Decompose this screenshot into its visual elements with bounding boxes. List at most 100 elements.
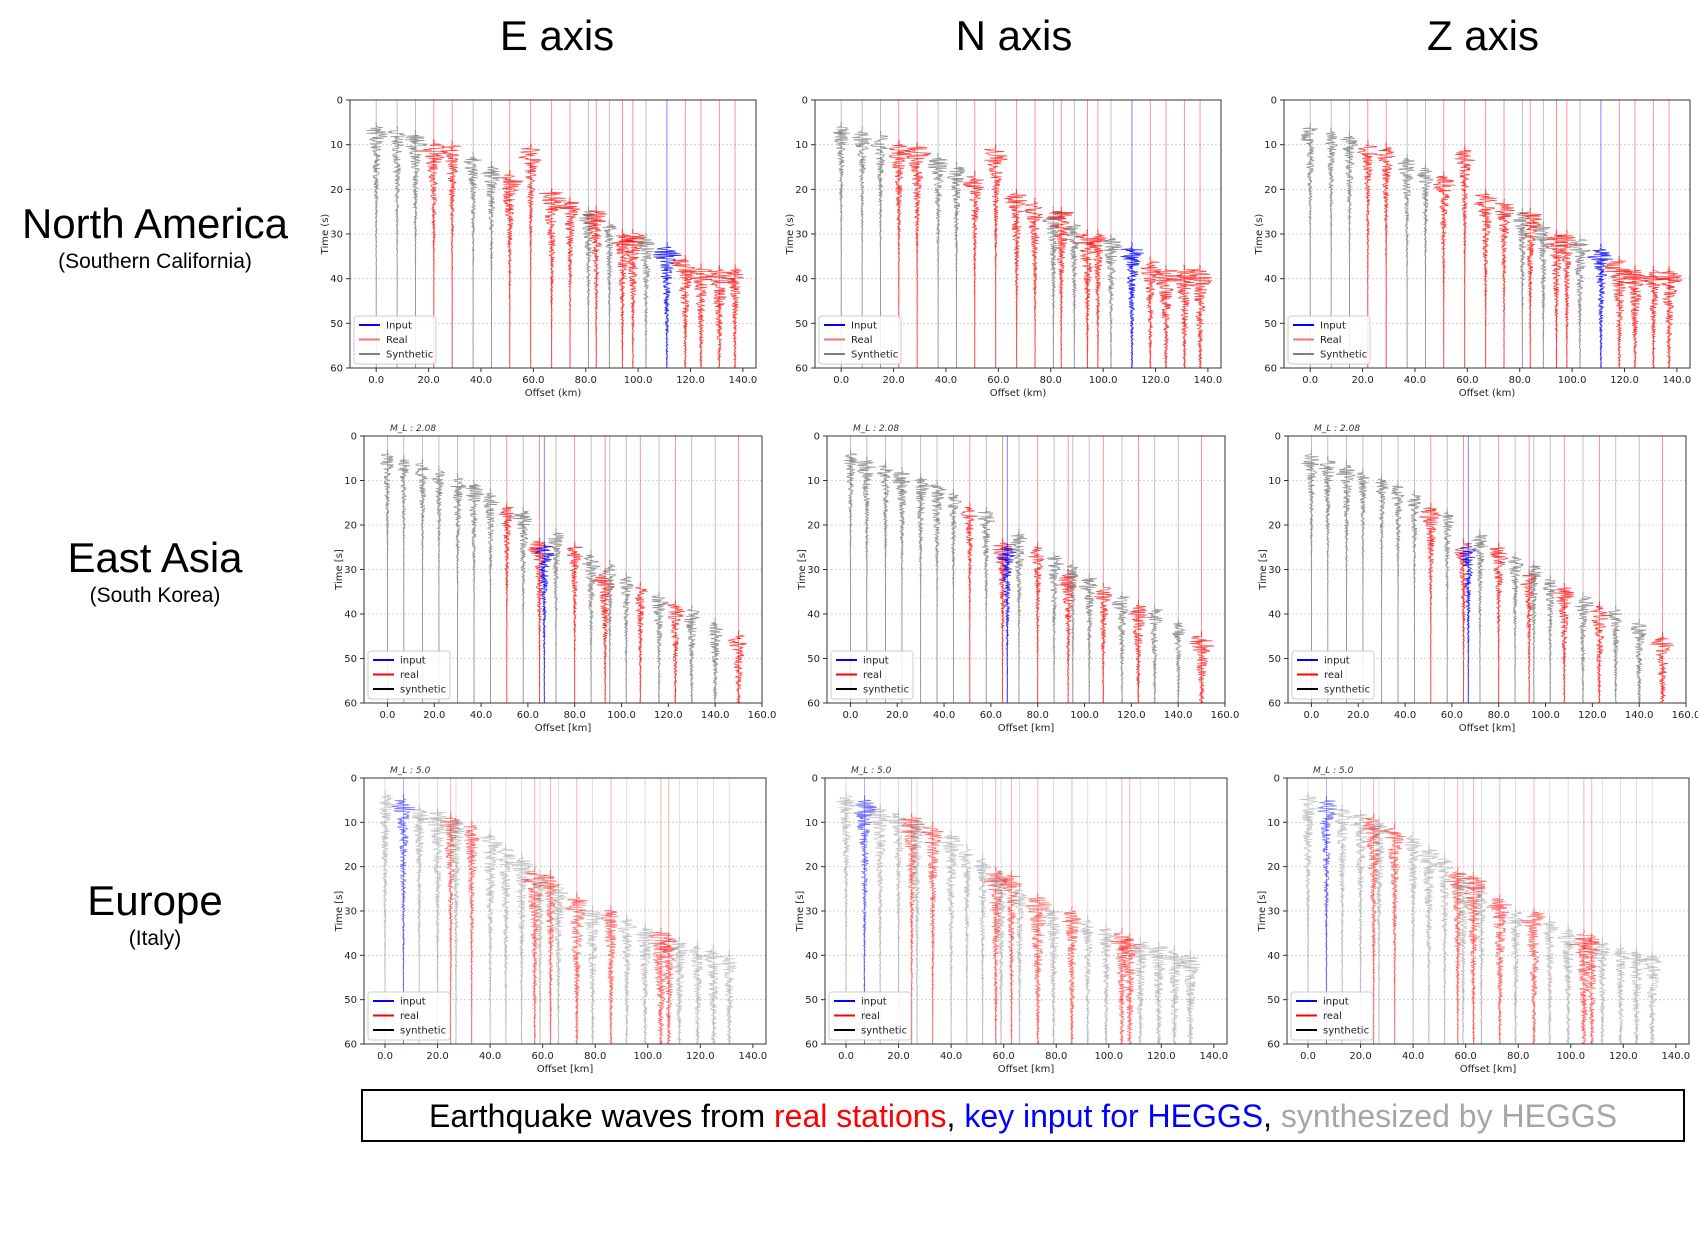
- trace-synthetic: [602, 219, 618, 368]
- magnitude-annotation: M_L : 2.08: [1314, 424, 1360, 434]
- trace-real: [617, 228, 646, 368]
- x-tick-label: 140.0: [1662, 1051, 1691, 1062]
- trace-real: [1486, 893, 1513, 1044]
- trace-real: [1446, 866, 1470, 1044]
- trace-real: [634, 581, 648, 703]
- magnitude-annotation: M_L : 5.0: [390, 766, 431, 776]
- trace-real: [984, 144, 1008, 368]
- y-tick-label: 30: [807, 565, 820, 576]
- trace-real: [1580, 933, 1601, 1044]
- x-axis-label: Offset [km]: [1460, 1064, 1517, 1075]
- trace-real: [1650, 632, 1675, 703]
- trace-synthetic: [1397, 153, 1416, 368]
- trace-input: [534, 541, 555, 703]
- row-subtitle: (South Korea): [89, 584, 221, 607]
- traces: [1298, 778, 1663, 1044]
- trace-synthetic: [1450, 871, 1474, 1044]
- row-subtitle: (Southern California): [58, 250, 252, 273]
- trace-real: [527, 536, 551, 703]
- y-tick-label: 10: [344, 476, 357, 487]
- trace-synthetic: [1097, 923, 1115, 1044]
- x-tick-label: 140.0: [1194, 375, 1223, 386]
- legend-label: synthetic: [863, 685, 909, 696]
- y-tick-label: 60: [344, 699, 357, 710]
- legend-label: input: [400, 997, 426, 1008]
- trace-synthetic: [683, 604, 700, 703]
- trace-synthetic: [548, 882, 569, 1044]
- x-tick-label: 140.0: [729, 375, 758, 386]
- y-tick-label: 0: [802, 96, 808, 107]
- y-tick-label: 60: [1268, 699, 1281, 710]
- trace-real: [583, 206, 607, 368]
- y-tick-label: 30: [805, 907, 818, 918]
- x-tick-label: 20.0: [1347, 710, 1369, 721]
- trace-real: [960, 502, 979, 703]
- trace-synthetic: [1507, 551, 1524, 703]
- y-tick-label: 40: [1264, 274, 1277, 285]
- trace-synthetic: [670, 936, 689, 1044]
- trace-synthetic: [1626, 946, 1648, 1044]
- trace-synthetic: [1533, 221, 1552, 368]
- legend-label: Real: [1320, 335, 1342, 346]
- y-tick-label: 20: [1268, 521, 1281, 532]
- legend-label: real: [1323, 1011, 1342, 1022]
- trace-synthetic: [958, 844, 974, 1044]
- trace-synthetic: [689, 941, 708, 1044]
- trace-real: [920, 821, 944, 1044]
- y-tick-label: 0: [814, 432, 820, 443]
- x-tick-label: 40.0: [933, 710, 955, 721]
- trace-real: [1000, 870, 1022, 1044]
- trace-synthetic: [637, 232, 656, 368]
- y-tick-label: 20: [807, 521, 820, 532]
- panel-east-asia-0: 0 10 20 30 40 50 60 0.0 20.0 40.0 60.0 80.0 100.0 120…: [334, 424, 776, 734]
- trace-synthetic: [1568, 234, 1591, 368]
- y-tick-label: 40: [795, 274, 808, 285]
- y-tick-label: 20: [330, 185, 343, 196]
- trace-synthetic: [1066, 220, 1081, 368]
- trace-synthetic: [913, 473, 931, 703]
- trace-real: [1654, 266, 1684, 368]
- trace-synthetic: [512, 506, 532, 703]
- y-tick-label: 0: [337, 96, 343, 107]
- y-tick-label: 20: [344, 521, 357, 532]
- x-tick-label: 100.0: [1094, 1051, 1123, 1062]
- magnitude-annotation: M_L : 5.0: [1313, 766, 1354, 776]
- panel-europe-2: 0 10 20 30 40 50 60 0.0 20.0 40.0 60.0 80.0 100.0 120…: [1257, 766, 1690, 1075]
- trace-real: [1025, 892, 1052, 1044]
- x-tick-label: 120.0: [1147, 1051, 1176, 1062]
- y-tick-label: 60: [1264, 364, 1277, 375]
- trace-synthetic: [1557, 924, 1579, 1044]
- y-tick-label: 30: [795, 230, 808, 241]
- x-tick-label: 40.0: [479, 1051, 501, 1062]
- trace-synthetic: [1471, 529, 1489, 703]
- x-tick-label: 80.0: [1040, 375, 1062, 386]
- trace-synthetic: [1417, 844, 1440, 1044]
- x-tick-label: 0.0: [368, 375, 384, 386]
- x-tick-label: 160.0: [1211, 710, 1240, 721]
- trace-real: [1172, 264, 1198, 368]
- x-tick-label: 100.0: [633, 1051, 662, 1062]
- legend-label: synthetic: [1323, 1026, 1369, 1037]
- x-tick-label: 0.0: [842, 710, 858, 721]
- row-title: East Asia: [67, 534, 243, 581]
- y-tick-label: 50: [330, 319, 343, 330]
- trace-synthetic: [651, 591, 670, 703]
- trace-synthetic: [495, 844, 517, 1044]
- y-tick-label: 0: [351, 774, 357, 785]
- caption-prefix: Earthquake waves from: [428, 1098, 775, 1134]
- trace-real: [1419, 503, 1442, 703]
- trace-real: [705, 264, 735, 368]
- row-title: Europe: [87, 877, 223, 924]
- trace-synthetic: [1473, 884, 1489, 1044]
- y-tick-label: 30: [1264, 230, 1277, 241]
- trace-real: [439, 812, 461, 1044]
- y-tick-label: 50: [805, 995, 818, 1006]
- x-tick-label: 140.0: [1625, 710, 1654, 721]
- x-tick-label: 0.0: [833, 375, 849, 386]
- legend-box: [1291, 650, 1375, 700]
- trace-real: [659, 932, 679, 1044]
- trace-synthetic: [1630, 618, 1647, 703]
- column-title-n: N axis: [955, 12, 1073, 59]
- traces: [832, 100, 1213, 368]
- x-tick-label: 100.0: [1070, 710, 1099, 721]
